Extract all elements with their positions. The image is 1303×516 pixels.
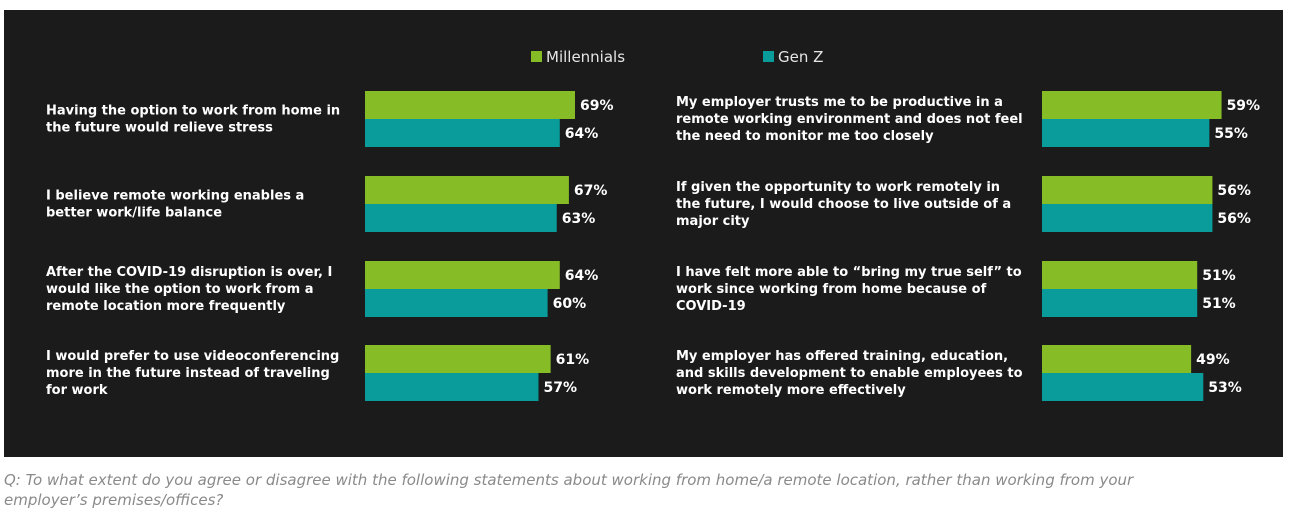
bar-gen-z-2-4 <box>1042 373 1204 401</box>
bar-millennials-2-3 <box>1042 261 1198 289</box>
bar-gen-z-1-1 <box>365 119 560 147</box>
value-label-millennials-1-3: 64% <box>565 268 599 284</box>
bar-gen-z-2-1 <box>1042 119 1210 147</box>
legend-swatch-gen-z <box>763 51 774 62</box>
value-label-millennials-1-2: 67% <box>574 183 608 199</box>
bar-gen-z-1-4 <box>365 373 539 401</box>
statement-2-3-line-1: I have felt more able to “bring my true … <box>676 265 1022 280</box>
legend-label-millennials: Millennials <box>546 48 625 66</box>
bar-gen-z-1-3 <box>365 289 548 317</box>
chart-marks: Having the option to work from home in th… <box>46 91 1260 401</box>
caption-line-1: Q: To what extent do you agree or disagr… <box>4 471 1134 489</box>
value-label-gen-z-2-1: 55% <box>1214 126 1248 142</box>
value-label-gen-z-2-3: 51% <box>1202 296 1236 312</box>
statement-2-4-line-2: and skills development to enable employe… <box>676 366 1023 381</box>
bar-millennials-1-3 <box>365 261 560 289</box>
statement-1-2-line-2: better work/life balance <box>46 206 222 221</box>
legend-swatch-millennials <box>531 51 542 62</box>
value-label-millennials-1-1: 69% <box>580 98 614 114</box>
bar-millennials-2-4 <box>1042 345 1192 373</box>
value-label-gen-z-2-2: 56% <box>1217 211 1251 227</box>
bar-gen-z-2-3 <box>1042 289 1198 317</box>
caption-line-2: employer’s premises/offices? <box>4 491 224 509</box>
statement-2-4-line-3: work remotely more effectively <box>676 383 906 398</box>
chart-panel: Millennials Gen Z Having the option to w… <box>4 10 1283 457</box>
statement-2-3-line-3: COVID-19 <box>676 299 746 314</box>
bar-millennials-1-4 <box>365 345 551 373</box>
bar-millennials-2-1 <box>1042 91 1222 119</box>
statement-1-3-line-1: After the COVID-19 disruption is over, I <box>46 265 332 280</box>
question-caption: Q: To what extent do you agree or disagr… <box>4 470 1224 510</box>
value-label-millennials-2-4: 49% <box>1196 352 1230 368</box>
bar-millennials-1-1 <box>365 91 575 119</box>
bar-millennials-1-2 <box>365 176 569 204</box>
statement-1-4-line-1: I would prefer to use videoconferencing <box>46 349 339 364</box>
statement-1-4-line-3: for work <box>46 383 108 398</box>
value-label-gen-z-1-2: 63% <box>562 211 596 227</box>
statement-1-2-line-1: I believe remote working enables a <box>46 189 304 204</box>
statement-2-1-line-2: remote working environment and does not … <box>676 112 1023 127</box>
bar-chart: Millennials Gen Z Having the option to w… <box>46 48 1260 401</box>
value-label-gen-z-1-1: 64% <box>565 126 599 142</box>
statement-2-1-line-3: the need to monitor me too closely <box>676 129 934 144</box>
value-label-gen-z-2-4: 53% <box>1208 380 1242 396</box>
statement-2-3-line-2: work since working from home because of <box>676 282 987 297</box>
statement-1-4-line-2: more in the future instead of traveling <box>46 366 330 381</box>
statement-2-2-line-1: If given the opportunity to work remotel… <box>676 180 1000 195</box>
statement-1-1-line-1: Having the option to work from home in <box>46 104 340 119</box>
statement-2-4-line-1: My employer has offered training, educat… <box>676 349 1008 364</box>
value-label-millennials-2-1: 59% <box>1227 98 1261 114</box>
statement-1-3-line-2: would like the option to work from a <box>46 282 314 297</box>
statement-2-1-line-1: My employer trusts me to be productive i… <box>676 95 1003 110</box>
legend-label-gen-z: Gen Z <box>778 48 823 66</box>
value-label-millennials-2-2: 56% <box>1217 183 1251 199</box>
value-label-millennials-1-4: 61% <box>556 352 590 368</box>
legend: Millennials Gen Z <box>531 48 823 66</box>
value-label-millennials-2-3: 51% <box>1202 268 1236 284</box>
statement-2-2-line-3: major city <box>676 214 750 229</box>
value-label-gen-z-1-4: 57% <box>543 380 577 396</box>
bar-gen-z-1-2 <box>365 204 557 232</box>
statement-1-1-line-2: the future would relieve stress <box>46 121 273 136</box>
statement-2-2-line-2: the future, I would choose to live outsi… <box>676 197 1011 212</box>
bar-millennials-2-2 <box>1042 176 1213 204</box>
statement-1-3-line-3: remote location more frequently <box>46 299 286 314</box>
value-label-gen-z-1-3: 60% <box>553 296 587 312</box>
bar-gen-z-2-2 <box>1042 204 1213 232</box>
